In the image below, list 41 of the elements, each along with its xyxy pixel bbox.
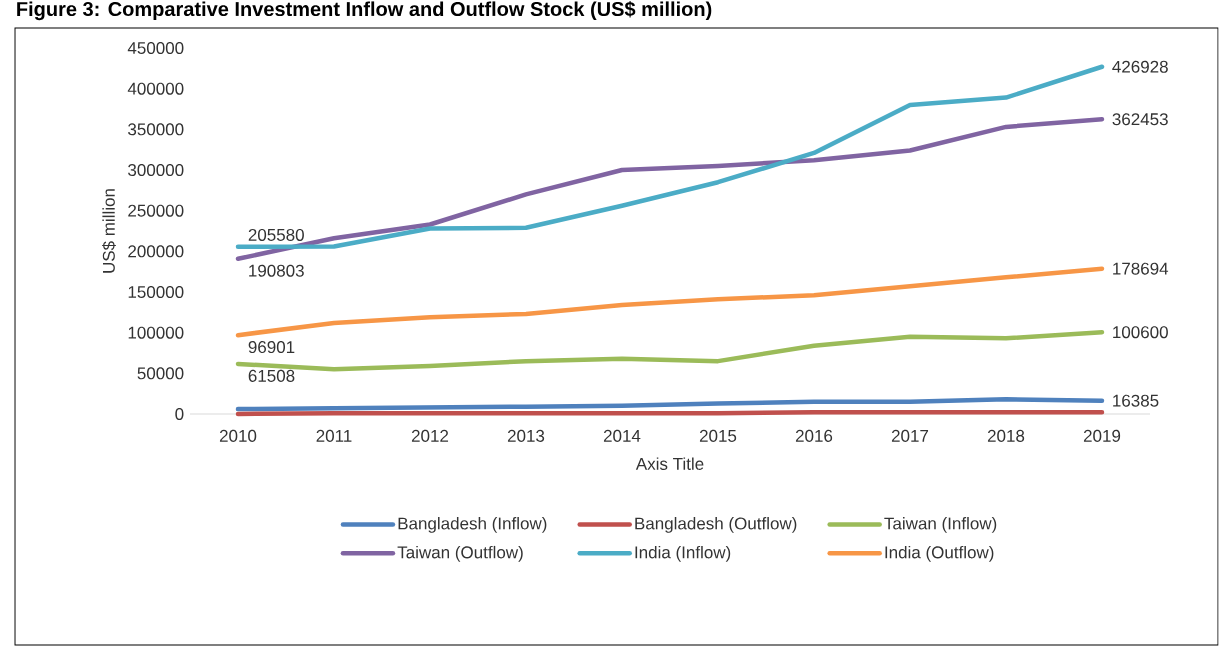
data-label: 61508 — [248, 369, 295, 382]
y-tick-label: 400000 — [127, 82, 184, 95]
data-label: 16385 — [1113, 394, 1159, 407]
y-tick-label: 450000 — [127, 41, 184, 55]
x-tick-label: 2018 — [987, 429, 1025, 442]
line-series — [235, 116, 1105, 262]
data-label: 96901 — [248, 341, 295, 354]
y-axis-title: US$ million — [102, 189, 116, 273]
y-tick-label: 250000 — [128, 204, 184, 217]
x-tick-label: 2012 — [411, 429, 449, 442]
data-label: 190803 — [249, 264, 304, 277]
legend-label: India (Outflow) — [885, 545, 994, 562]
data-label: 362453 — [1112, 113, 1168, 126]
y-tick-label: 50000 — [137, 367, 184, 380]
line-series — [235, 64, 1105, 250]
legend-label: India (Inflow) — [635, 545, 731, 562]
chart-title: Figure 3: Comparative Investment Inflow and Outflow Stock (US$ million) — [17, 1, 712, 21]
legend-label: Taiwan (Inflow) — [884, 517, 997, 533]
x-tick-label: 2016 — [795, 429, 833, 442]
x-tick-label: 2010 — [219, 429, 257, 442]
x-tick-label: 2019 — [1083, 429, 1121, 442]
y-tick-label: 100000 — [128, 326, 184, 339]
x-tick-label: 2011 — [316, 429, 352, 442]
y-tick-label: 200000 — [128, 245, 184, 258]
legend-label: Bangladesh (Inflow) — [398, 517, 547, 533]
x-tick-label: 2014 — [603, 429, 641, 442]
data-label: 178694 — [1113, 262, 1169, 275]
x-axis-title: Axis Title — [635, 457, 704, 470]
legend-label: Taiwan (Outflow) — [397, 545, 523, 562]
data-label: 100600 — [1113, 326, 1168, 339]
data-label: 426928 — [1112, 60, 1168, 73]
data-label: 205580 — [248, 228, 304, 241]
legend-label: Bangladesh (Outflow) — [635, 517, 797, 533]
line-series — [235, 266, 1105, 338]
y-tick-label: 0 — [175, 407, 184, 421]
x-tick-label: 2015 — [699, 429, 737, 442]
x-tick-label: 2017 — [891, 429, 929, 442]
y-tick-label: 150000 — [128, 285, 184, 299]
x-tick-label: 2013 — [507, 429, 545, 442]
y-tick-label: 300000 — [128, 163, 184, 177]
y-tick-label: 350000 — [128, 123, 184, 136]
